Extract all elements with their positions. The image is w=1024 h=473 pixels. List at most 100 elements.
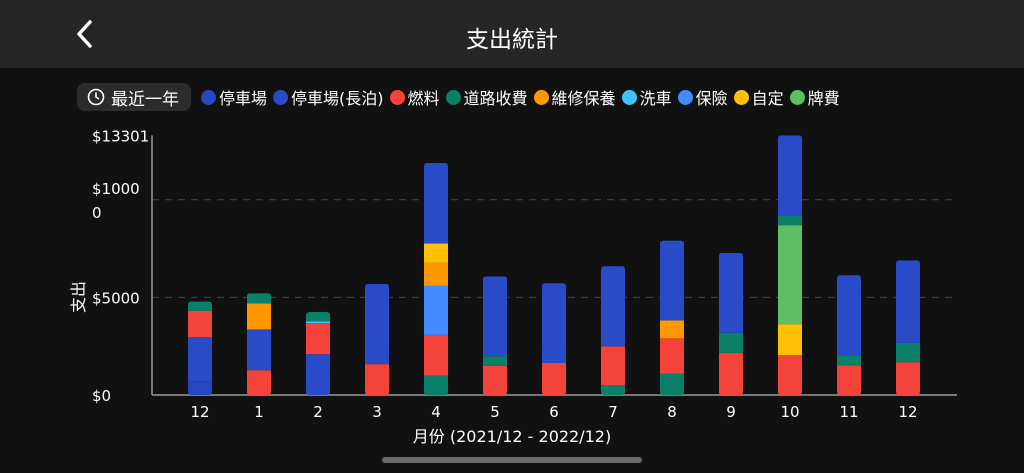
bar-stack xyxy=(837,275,861,395)
x-tick-label: 1 xyxy=(254,403,264,421)
bar-segment[interactable] xyxy=(188,337,212,382)
x-tick-label: 6 xyxy=(549,403,559,421)
bar-segment[interactable] xyxy=(601,266,625,347)
legend-label: 停車場 xyxy=(219,89,268,108)
bar-segment[interactable] xyxy=(424,162,448,244)
x-tick-label: 2 xyxy=(313,403,323,421)
bar-segment[interactable] xyxy=(837,355,861,366)
legend-label: 自定 xyxy=(751,89,784,108)
legend-item[interactable]: 維修保養 xyxy=(533,85,616,109)
bar-segment[interactable] xyxy=(719,252,743,333)
x-tick-label: 12 xyxy=(190,403,209,421)
bar-segment[interactable] xyxy=(483,356,507,366)
legend-swatch xyxy=(677,89,693,105)
bar-segment[interactable] xyxy=(247,303,271,330)
legend-label: 道路收費 xyxy=(463,89,528,108)
date-range-label: 最近一年 xyxy=(111,89,179,110)
page-title: 支出統計 xyxy=(466,27,558,53)
bar-segment[interactable] xyxy=(542,283,566,363)
bar-segment[interactable] xyxy=(542,362,566,395)
legend-swatch xyxy=(533,89,549,105)
legend-swatch xyxy=(621,89,637,105)
x-tick-label: 4 xyxy=(431,403,441,421)
bar-stack xyxy=(424,162,448,395)
bar-segment[interactable] xyxy=(483,365,507,395)
bar-segment[interactable] xyxy=(719,352,743,395)
y-tick-label: $1000 0 xyxy=(92,180,140,222)
bar-stack xyxy=(896,260,920,395)
legend-item[interactable]: 道路收費 xyxy=(445,85,528,109)
y-tick-label: $13301 xyxy=(92,127,149,145)
bar-segment[interactable] xyxy=(188,310,212,338)
bar-segment[interactable] xyxy=(896,362,920,395)
legend-item[interactable]: 洗車 xyxy=(621,85,672,109)
bar-segment[interactable] xyxy=(306,312,330,322)
bar-stack xyxy=(483,276,507,395)
bar-stack xyxy=(660,240,684,395)
bar-stack xyxy=(719,252,743,395)
legend-swatch xyxy=(445,89,461,105)
x-tick-label: 8 xyxy=(667,403,677,421)
bar-segment[interactable] xyxy=(188,301,212,311)
y-axis-title: 支出 xyxy=(69,281,88,313)
clock-icon xyxy=(87,88,105,106)
legend-label: 洗車 xyxy=(639,89,672,108)
legend-label: 保險 xyxy=(695,89,728,108)
bar-segment[interactable] xyxy=(896,260,920,343)
x-axis-title: 月份 (2021/12 - 2022/12) xyxy=(413,427,611,446)
bar-segment[interactable] xyxy=(837,365,861,395)
bar-segment[interactable] xyxy=(424,243,448,263)
bar-segment[interactable] xyxy=(660,373,684,395)
y-tick-label: $0 xyxy=(92,387,111,405)
chevron-left-icon[interactable] xyxy=(70,16,100,52)
legend-item[interactable]: 燃料 xyxy=(389,85,440,109)
bar-segment[interactable] xyxy=(601,385,625,395)
home-indicator[interactable] xyxy=(382,457,642,463)
legend-swatch xyxy=(273,89,289,105)
x-tick-label: 5 xyxy=(490,403,500,421)
bar-segment[interactable] xyxy=(660,320,684,339)
bar-segment[interactable] xyxy=(896,342,920,363)
bar-segment[interactable] xyxy=(424,285,448,335)
legend-item[interactable]: 保險 xyxy=(677,85,728,109)
bar-segment[interactable] xyxy=(424,262,448,286)
bar-segment[interactable] xyxy=(778,215,802,226)
bar-segment[interactable] xyxy=(660,240,684,321)
header: 支出統計 xyxy=(0,0,1024,68)
bar-segment[interactable] xyxy=(188,381,212,395)
legend-item[interactable]: 自定 xyxy=(733,85,784,109)
bar-segment[interactable] xyxy=(424,334,448,376)
bar-segment[interactable] xyxy=(660,338,684,374)
bar-segment[interactable] xyxy=(424,375,448,395)
legend-item[interactable]: 牌費 xyxy=(789,85,840,109)
bar-segment[interactable] xyxy=(306,323,330,355)
legend-swatch xyxy=(389,89,405,105)
legend-swatch xyxy=(201,89,216,105)
legend-item[interactable]: 停車場(長泊) xyxy=(273,85,384,109)
bar-segment[interactable] xyxy=(247,329,271,371)
bar-stack xyxy=(188,301,212,395)
legend-item[interactable]: 停車場 xyxy=(201,85,267,109)
bar-segment[interactable] xyxy=(306,354,330,395)
bar-segment[interactable] xyxy=(365,364,389,395)
legend-swatch xyxy=(789,89,805,105)
bar-segment[interactable] xyxy=(483,276,507,357)
bar-segment[interactable] xyxy=(719,332,743,353)
bar-stack xyxy=(542,283,566,395)
date-range-button[interactable]: 最近一年 xyxy=(77,83,191,111)
bar-segment[interactable] xyxy=(306,321,330,324)
bar-segment[interactable] xyxy=(837,275,861,356)
bar-segment[interactable] xyxy=(601,346,625,386)
bar-stack xyxy=(306,312,330,395)
bar-segment[interactable] xyxy=(247,293,271,304)
x-tick-label: 9 xyxy=(726,403,736,421)
bar-segment[interactable] xyxy=(778,225,802,325)
x-tick-label: 12 xyxy=(898,403,917,421)
bar-stack xyxy=(247,293,271,395)
bar-segment[interactable] xyxy=(778,355,802,395)
bar-segment[interactable] xyxy=(778,135,802,216)
bar-segment[interactable] xyxy=(365,283,389,365)
bar-segment[interactable] xyxy=(247,370,271,395)
bar-segment[interactable] xyxy=(778,324,802,356)
